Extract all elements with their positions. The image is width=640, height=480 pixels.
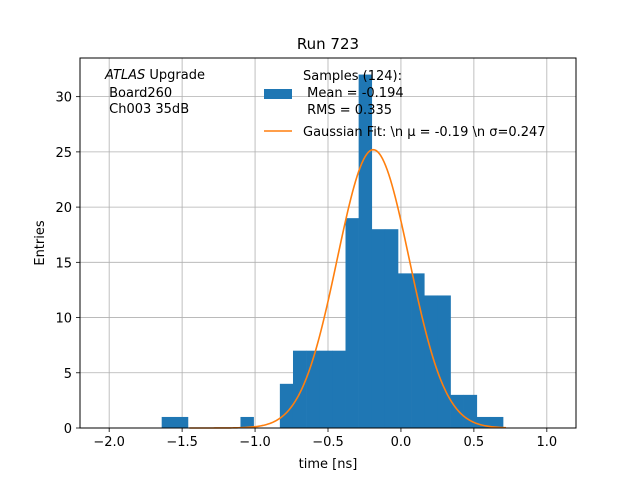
histogram-bar (306, 350, 320, 428)
x-axis-ticks: −2.0 −1.5 −1.0 −0.5 0.0 0.5 1.0 (93, 428, 557, 450)
x-tick-label: −2.0 (93, 435, 125, 450)
x-tick-label: 0.5 (464, 435, 485, 450)
atlas-annotation: ATLAS Upgrade Board260 Ch003 35dB (104, 68, 205, 117)
histogram-bar (161, 416, 176, 428)
histogram-bar (279, 383, 294, 428)
annotation-channel: Ch003 35dB (105, 102, 189, 117)
y-tick-label: 20 (55, 201, 72, 216)
legend-hist-line2: Mean = -0.194 (303, 86, 404, 101)
legend-hist-line3: RMS = 0.335 (303, 103, 392, 118)
annotation-upgrade: Upgrade (145, 68, 205, 83)
histogram-bar (371, 229, 386, 428)
histogram-bar (174, 416, 189, 428)
legend-hist-line1: Samples (124): (303, 69, 402, 84)
x-tick-label: −1.5 (166, 435, 198, 450)
histogram-bar (384, 229, 399, 428)
legend-hist-swatch (264, 89, 292, 99)
histogram-bar (489, 416, 504, 428)
x-tick-label: −1.0 (239, 435, 271, 450)
y-tick-label: 10 (55, 312, 72, 327)
annotation-board: Board260 (105, 86, 172, 101)
annotation-atlas: ATLAS (104, 68, 145, 83)
histogram-bar (437, 295, 451, 428)
y-axis-label: Entries (33, 220, 48, 266)
y-tick-label: 30 (55, 91, 72, 106)
legend: Samples (124): Mean = -0.194 RMS = 0.335… (264, 69, 546, 140)
x-axis-label: time [ns] (299, 457, 358, 472)
y-tick-label: 0 (64, 422, 72, 437)
y-axis-ticks: 0 5 10 15 20 25 30 (55, 91, 80, 437)
annotation-line1: ATLAS Upgrade (104, 68, 205, 83)
x-tick-label: 1.0 (536, 435, 557, 450)
histogram-bar (345, 218, 359, 428)
histogram-bar (476, 416, 491, 428)
histogram-bar (463, 394, 478, 428)
histogram-bar (319, 350, 333, 428)
y-tick-label: 25 (55, 146, 72, 161)
y-tick-label: 15 (55, 256, 72, 271)
histogram-bar (450, 394, 464, 428)
y-tick-label: 5 (64, 367, 72, 382)
histogram-bar (332, 350, 346, 428)
chart-title: Run 723 (297, 35, 359, 53)
legend-fit-label: Gaussian Fit: \n μ = -0.19 \n σ=0.247 (303, 125, 546, 140)
histogram-bar (240, 416, 254, 428)
x-tick-label: −0.5 (312, 435, 344, 450)
histogram-bar (424, 295, 438, 428)
histogram-bar (292, 350, 307, 428)
x-tick-label: 0.0 (391, 435, 412, 450)
histogram-bar (398, 273, 412, 428)
